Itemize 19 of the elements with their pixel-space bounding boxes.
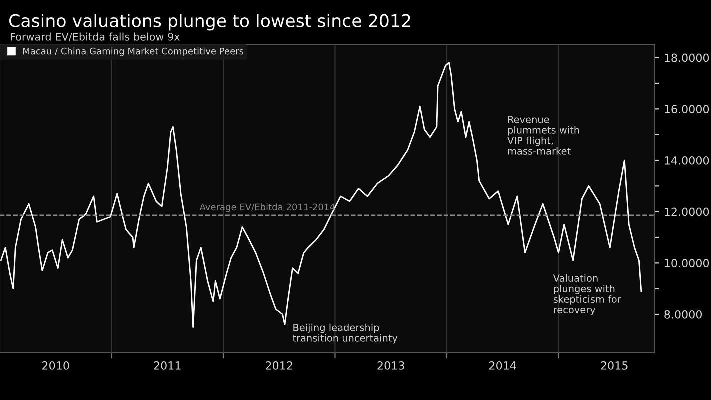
chart-title: Casino valuations plunge to lowest since 2012 xyxy=(10,14,410,31)
x-tick-label: 2010 xyxy=(42,362,70,370)
ref-line-label: Average EV/Ebitda 2011-2014 xyxy=(200,204,335,212)
y-tick-label: 18.0000 xyxy=(665,54,710,62)
annotation: Revenue plummets with VIP flight, mass-market xyxy=(508,116,580,155)
y-tick-label: 8.0000 xyxy=(664,310,702,319)
x-tick-label: 2013 xyxy=(378,362,404,370)
x-tick-label: 2011 xyxy=(154,362,181,370)
y-tick-label: 14.0000 xyxy=(665,156,710,165)
x-tick-label: 2014 xyxy=(490,362,516,370)
y-tick-label: 12.0000 xyxy=(665,208,710,216)
x-tick-label: 2015 xyxy=(601,362,628,370)
y-tick-label: 16.0000 xyxy=(665,105,710,114)
chart-subtitle: Forward EV/Ebitda falls below 9x xyxy=(10,32,180,42)
legend-label: Macau / China Gaming Market Competitive Peers xyxy=(23,48,244,56)
annotation: Beijing leadership transition uncertainty xyxy=(292,324,398,344)
y-tick-label: 10.0000 xyxy=(665,259,710,268)
annotation: Valuation plunges with skepticism for recovery xyxy=(553,274,622,316)
x-tick-label: 2012 xyxy=(266,362,292,370)
